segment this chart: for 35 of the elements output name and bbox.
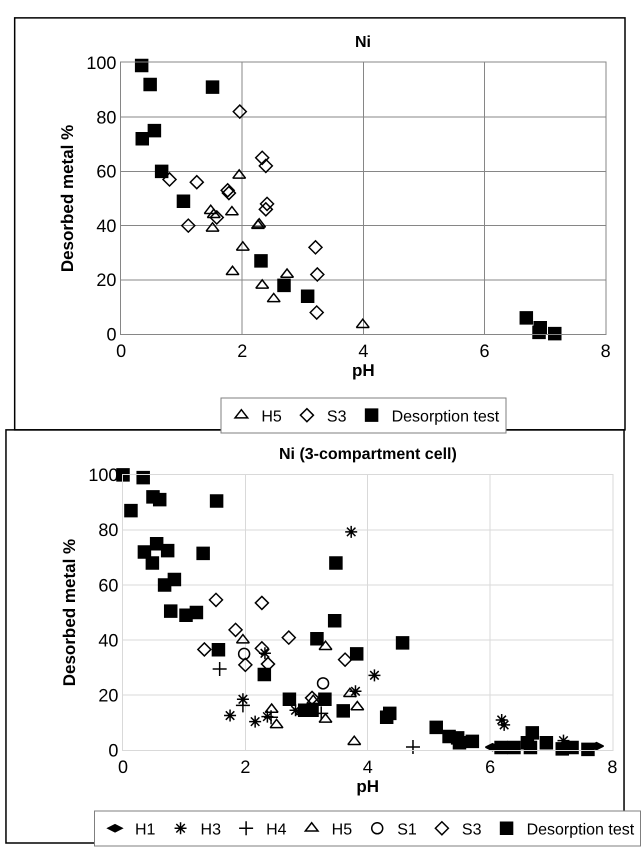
y-tick-label: 20 [96, 270, 116, 290]
x-tick-label: 4 [358, 340, 368, 361]
y-tick-label: 40 [96, 216, 116, 236]
y-tick-label: 100 [86, 53, 116, 74]
x-axis-title: pH [356, 776, 380, 796]
legend-label: H5 [332, 822, 352, 839]
x-tick-label: 8 [600, 340, 611, 361]
y-tick-label: 60 [96, 162, 116, 182]
legend-label: S1 [397, 822, 417, 839]
chart-title: Ni (3-compartment cell) [279, 446, 457, 463]
x-tick-label: 6 [485, 756, 496, 777]
y-tick-label: 0 [108, 740, 118, 761]
x-tick-label: 4 [362, 756, 373, 777]
x-tick-label: 6 [480, 340, 490, 361]
y-tick-label: 40 [98, 630, 118, 650]
legend-label: S3 [326, 408, 347, 426]
legend-label: Desorption test [526, 822, 635, 839]
legend-label: S3 [462, 822, 482, 839]
legend-label: H1 [135, 822, 156, 839]
y-axis-title: Desorbed metal % [58, 124, 77, 272]
x-axis-title: pH [352, 360, 375, 380]
y-tick-label: 80 [96, 107, 116, 128]
x-tick-label: 2 [240, 756, 250, 777]
y-tick-label: 60 [98, 575, 118, 596]
x-tick-label: 8 [607, 756, 618, 777]
y-tick-label: 0 [106, 324, 116, 345]
legend-label: Desorption test [392, 408, 500, 426]
chart-title: Ni [355, 34, 371, 51]
y-tick-label: 80 [98, 520, 118, 540]
y-axis-title: Desorbed metal % [60, 538, 79, 686]
legend-label: H4 [266, 822, 287, 839]
legend-label: H5 [261, 408, 282, 426]
x-tick-label: 2 [237, 340, 248, 361]
y-tick-label: 20 [98, 685, 118, 706]
legend-label: H3 [200, 822, 222, 839]
